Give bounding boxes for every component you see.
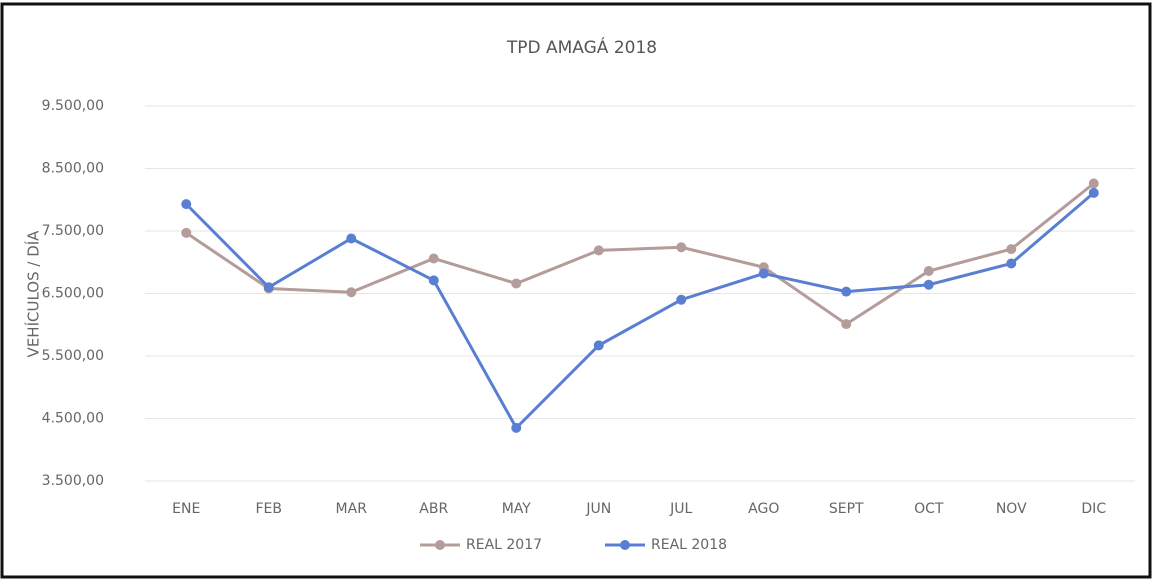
y-tick-label: 5.500,00 [42, 348, 104, 364]
data-point [923, 266, 934, 276]
data-point [676, 294, 687, 305]
data-point [593, 245, 604, 256]
y-tick-label: 8.500,00 [42, 161, 104, 177]
x-tick-label: JUL [669, 501, 692, 517]
y-tick-label: 6.500,00 [42, 286, 104, 302]
x-tick-label: NOV [996, 501, 1027, 517]
y-axis-label: VEHÍCULOS / DÍA [24, 230, 43, 358]
data-point [511, 278, 522, 289]
x-tick-label: ABR [419, 501, 448, 517]
y-tick-label: 7.500,00 [42, 223, 104, 239]
x-tick-label: OCT [914, 501, 944, 517]
data-point [428, 275, 439, 286]
data-point [923, 279, 934, 290]
x-tick-label: MAR [336, 501, 368, 517]
data-point [1006, 258, 1017, 269]
data-point [511, 422, 522, 433]
data-point [841, 319, 852, 330]
data-point [676, 242, 687, 253]
x-tick-label: JUN [585, 501, 611, 517]
series-line [185, 191, 1095, 431]
legend-label: REAL 2017 [466, 537, 542, 553]
y-tick-label: 3.500,00 [42, 473, 104, 489]
y-tick-label: 4.500,00 [42, 411, 104, 427]
data-point [593, 340, 604, 351]
y-tick-label: 9.500,00 [42, 98, 104, 114]
legend-label: REAL 2018 [651, 537, 727, 553]
data-point [181, 199, 192, 210]
x-tick-label: FEB [255, 501, 282, 517]
legend-marker [435, 540, 445, 550]
data-point [428, 253, 439, 264]
data-point [263, 282, 274, 293]
x-tick-label: ENE [172, 501, 200, 517]
series-line [185, 182, 1095, 326]
data-point [346, 287, 357, 298]
x-tick-label: MAY [502, 501, 532, 517]
data-point [1088, 178, 1099, 189]
data-point [758, 268, 769, 279]
data-point [841, 286, 852, 297]
legend-marker [620, 540, 630, 550]
data-point [1006, 244, 1017, 255]
x-tick-label: SEPT [829, 501, 864, 517]
data-point [346, 233, 357, 244]
x-tick-label: DIC [1081, 501, 1106, 517]
chart-title: TPD AMAGÁ 2018 [506, 36, 657, 58]
data-point [1088, 187, 1099, 198]
x-tick-label: AGO [748, 501, 779, 517]
data-point [181, 227, 192, 238]
